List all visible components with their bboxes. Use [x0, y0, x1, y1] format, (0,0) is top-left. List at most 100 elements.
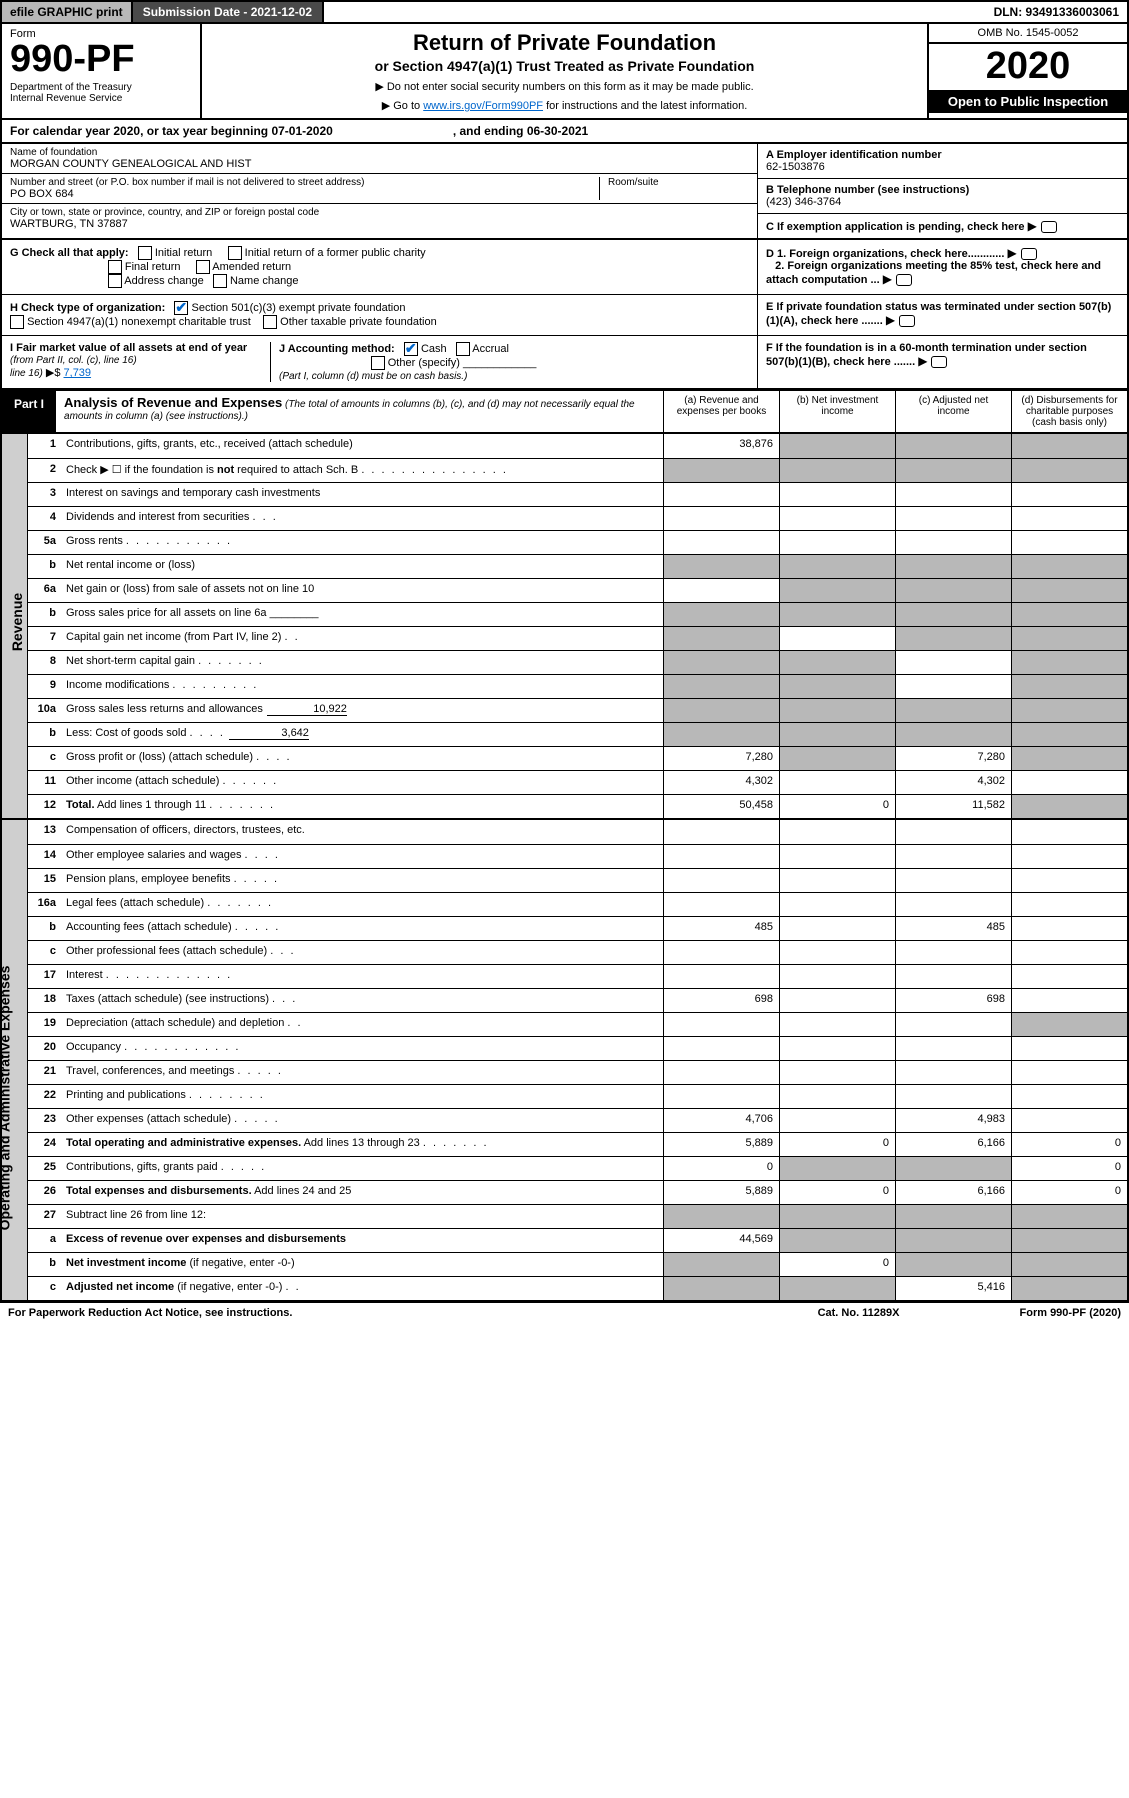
table-row: c Gross profit or (loss) (attach schedul… [28, 746, 1127, 770]
foundation-name: MORGAN COUNTY GENEALOGICAL AND HIST [10, 158, 749, 170]
chk-final-return[interactable] [108, 260, 122, 274]
table-row: b Net rental income or (loss) [28, 554, 1127, 578]
table-row: c Other professional fees (attach schedu… [28, 940, 1127, 964]
address: PO BOX 684 [10, 188, 599, 200]
section-h: H Check type of organization: Section 50… [0, 295, 1129, 336]
col-b-hdr: (b) Net investment income [779, 391, 895, 432]
table-row: 14 Other employee salaries and wages . .… [28, 844, 1127, 868]
part1-header: Part I Analysis of Revenue and Expenses … [0, 390, 1129, 434]
addr-label: Number and street (or P.O. box number if… [10, 177, 599, 188]
chk-cash[interactable] [404, 342, 418, 356]
table-row: 4 Dividends and interest from securities… [28, 506, 1127, 530]
instr-ssn: ▶ Do not enter social security numbers o… [212, 80, 917, 93]
omb-number: OMB No. 1545-0052 [929, 24, 1127, 44]
submission-date: Submission Date - 2021-12-02 [133, 2, 324, 22]
expenses-side-label: Operating and Administrative Expenses [0, 966, 12, 1231]
dept-treasury: Department of the TreasuryInternal Reven… [10, 82, 192, 104]
city-state-zip: WARTBURG, TN 37887 [10, 218, 749, 230]
chk-amended[interactable] [196, 260, 210, 274]
table-row: 5a Gross rents . . . . . . . . . . . [28, 530, 1127, 554]
d1-label: D 1. Foreign organizations, check here..… [766, 248, 1004, 260]
section-ijf: I Fair market value of all assets at end… [0, 336, 1129, 390]
page-footer: For Paperwork Reduction Act Notice, see … [0, 1302, 1129, 1323]
table-row: 26 Total expenses and disbursements. Add… [28, 1180, 1127, 1204]
tax-year: 2020 [929, 44, 1127, 90]
table-row: a Excess of revenue over expenses and di… [28, 1228, 1127, 1252]
col-c-hdr: (c) Adjusted net income [895, 391, 1011, 432]
col-d-hdr: (d) Disbursements for charitable purpose… [1011, 391, 1127, 432]
table-row: 9 Income modifications . . . . . . . . . [28, 674, 1127, 698]
fmv-value: 7,739 [64, 367, 92, 379]
col-a-hdr: (a) Revenue and expenses per books [663, 391, 779, 432]
part1-label: Part I [2, 391, 56, 432]
table-row: 22 Printing and publications . . . . . .… [28, 1084, 1127, 1108]
box-e[interactable] [899, 315, 915, 327]
chk-other-method[interactable] [371, 356, 385, 370]
efile-button[interactable]: efile GRAPHIC print [2, 2, 133, 22]
chk-accrual[interactable] [456, 342, 470, 356]
room-label: Room/suite [608, 177, 749, 188]
ein-label: A Employer identification number [766, 149, 942, 161]
instr-link: ▶ Go to www.irs.gov/Form990PF for instru… [212, 99, 917, 112]
open-public: Open to Public Inspection [929, 90, 1127, 113]
phone-label: B Telephone number (see instructions) [766, 184, 969, 196]
table-row: 2 Check ▶ ☐ if the foundation is not req… [28, 458, 1127, 482]
table-row: 25 Contributions, gifts, grants paid . .… [28, 1156, 1127, 1180]
paperwork-notice: For Paperwork Reduction Act Notice, see … [8, 1307, 292, 1319]
revenue-side-label: Revenue [9, 593, 25, 651]
expenses-table: Operating and Administrative Expenses 13… [0, 820, 1129, 1302]
table-row: 23 Other expenses (attach schedule) . . … [28, 1108, 1127, 1132]
top-bar: efile GRAPHIC print Submission Date - 20… [0, 0, 1129, 24]
table-row: 17 Interest . . . . . . . . . . . . . [28, 964, 1127, 988]
foundation-info: Name of foundation MORGAN COUNTY GENEALO… [0, 144, 1129, 240]
box-d1[interactable] [1021, 248, 1037, 260]
table-row: 6a Net gain or (loss) from sale of asset… [28, 578, 1127, 602]
table-row: 13 Compensation of officers, directors, … [28, 820, 1127, 844]
city-label: City or town, state or province, country… [10, 207, 749, 218]
d2-label: 2. Foreign organizations meeting the 85%… [766, 260, 1101, 286]
table-row: 21 Travel, conferences, and meetings . .… [28, 1060, 1127, 1084]
dln: DLN: 93491336003061 [986, 2, 1127, 22]
table-row: 3 Interest on savings and temporary cash… [28, 482, 1127, 506]
table-row: b Accounting fees (attach schedule) . . … [28, 916, 1127, 940]
section-g: G Check all that apply: Initial return I… [0, 240, 1129, 295]
chk-other-taxable[interactable] [263, 315, 277, 329]
table-row: 27 Subtract line 26 from line 12: [28, 1204, 1127, 1228]
chk-name-change[interactable] [213, 274, 227, 288]
box-d2[interactable] [896, 274, 912, 286]
box-c[interactable] [1041, 221, 1057, 233]
cat-no: Cat. No. 11289X [818, 1307, 900, 1319]
table-row: 1 Contributions, gifts, grants, etc., re… [28, 434, 1127, 458]
table-row: 16a Legal fees (attach schedule) . . . .… [28, 892, 1127, 916]
form-ref: Form 990-PF (2020) [1020, 1307, 1122, 1319]
form-header: Form 990-PF Department of the TreasuryIn… [0, 24, 1129, 120]
form-subtitle: or Section 4947(a)(1) Trust Treated as P… [212, 58, 917, 74]
form-number: 990-PF [10, 40, 192, 78]
revenue-table: Revenue 1 Contributions, gifts, grants, … [0, 434, 1129, 820]
chk-501c3[interactable] [174, 301, 188, 315]
table-row: c Adjusted net income (if negative, ente… [28, 1276, 1127, 1300]
name-label: Name of foundation [10, 147, 749, 158]
form-title: Return of Private Foundation [212, 30, 917, 56]
e-label: E If private foundation status was termi… [766, 301, 1111, 327]
table-row: 10a Gross sales less returns and allowan… [28, 698, 1127, 722]
box-f[interactable] [931, 356, 947, 368]
chk-initial-former[interactable] [228, 246, 242, 260]
chk-address-change[interactable] [108, 274, 122, 288]
table-row: 11 Other income (attach schedule) . . . … [28, 770, 1127, 794]
table-row: 15 Pension plans, employee benefits . . … [28, 868, 1127, 892]
table-row: b Net investment income (if negative, en… [28, 1252, 1127, 1276]
chk-initial-return[interactable] [138, 246, 152, 260]
table-row: 12 Total. Add lines 1 through 11 . . . .… [28, 794, 1127, 818]
ein: 62-1503876 [766, 161, 825, 173]
irs-link[interactable]: www.irs.gov/Form990PF [423, 100, 543, 112]
table-row: 18 Taxes (attach schedule) (see instruct… [28, 988, 1127, 1012]
phone: (423) 346-3764 [766, 196, 841, 208]
calendar-year-row: For calendar year 2020, or tax year begi… [0, 120, 1129, 144]
table-row: 20 Occupancy . . . . . . . . . . . . [28, 1036, 1127, 1060]
table-row: 24 Total operating and administrative ex… [28, 1132, 1127, 1156]
table-row: b Less: Cost of goods sold . . . .3,642 [28, 722, 1127, 746]
table-row: b Gross sales price for all assets on li… [28, 602, 1127, 626]
chk-4947a1[interactable] [10, 315, 24, 329]
exemption-pending: C If exemption application is pending, c… [766, 221, 1025, 233]
